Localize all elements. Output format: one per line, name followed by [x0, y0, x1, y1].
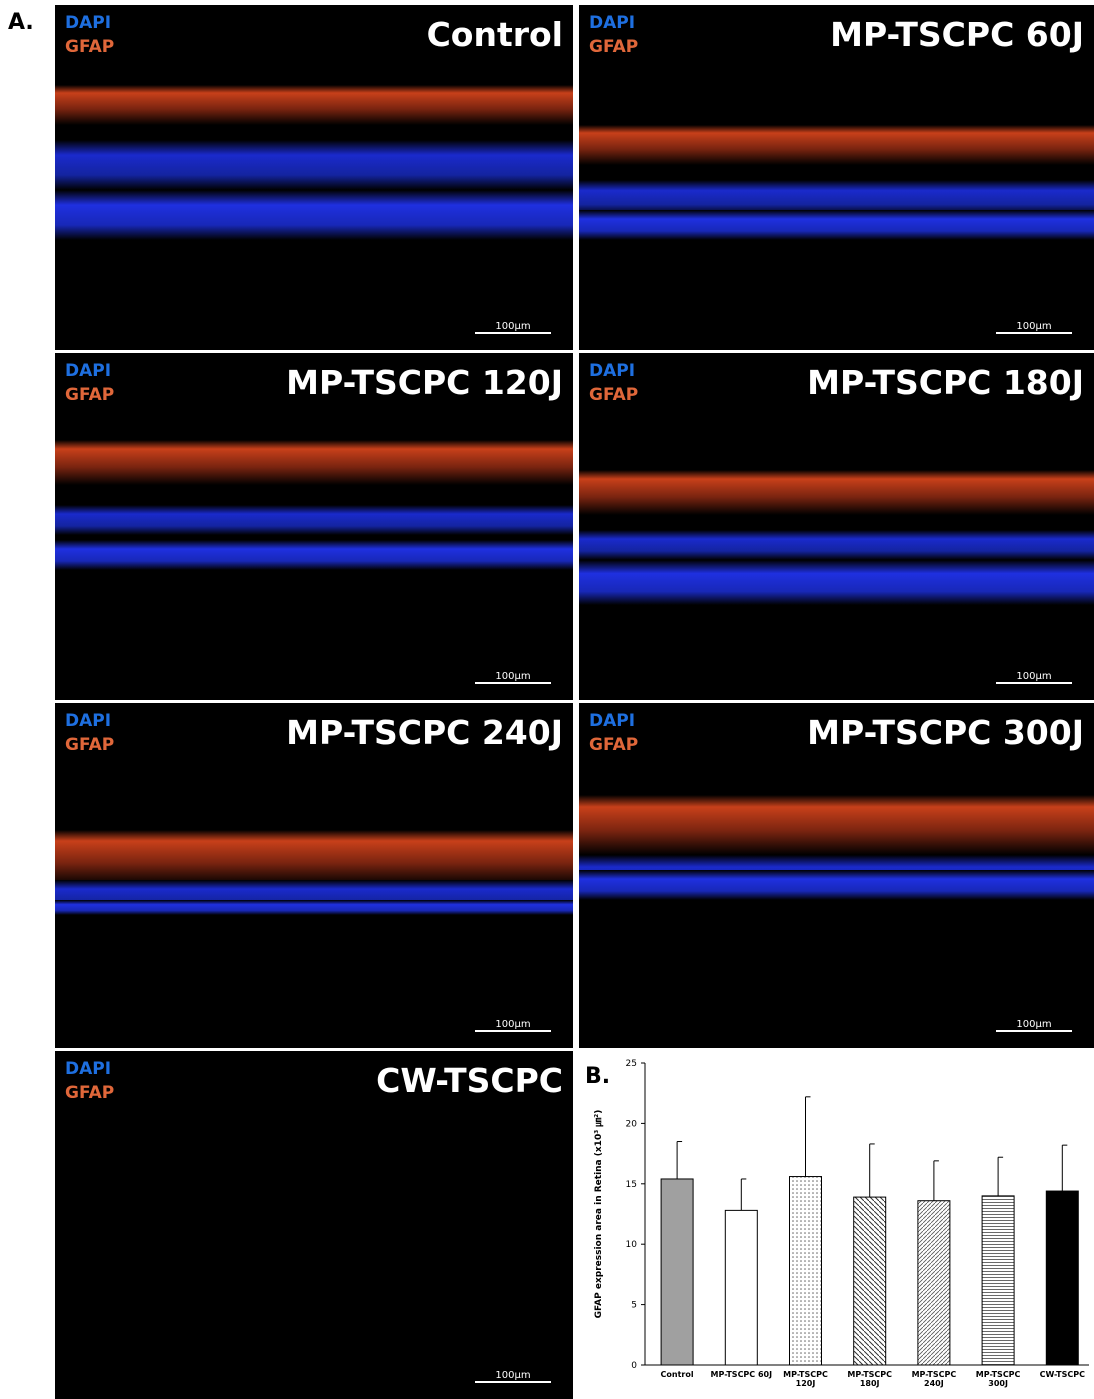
gfap-layer	[579, 795, 1094, 855]
stain-label: GFAP	[65, 735, 115, 755]
gfap-layer	[55, 440, 573, 485]
gfap-layer	[579, 470, 1094, 515]
onl-layer	[55, 900, 573, 915]
panel-title: CW-TSCPC	[376, 1061, 563, 1100]
y-axis-label: GFAP expression area in Retina (x10³ ㎛²)	[594, 1110, 604, 1319]
onl-layer	[579, 560, 1094, 605]
y-tick-label: 10	[626, 1240, 638, 1250]
gfap-layer	[579, 125, 1094, 165]
bar	[1045, 1190, 1079, 1366]
gfap-layer	[55, 830, 573, 885]
panel-title: Control	[426, 15, 563, 54]
scale-bar: 100µm	[996, 321, 1072, 334]
chart-svg: B. 0 5 10 15 20 25 GFAP expression area in Ret…	[585, 1059, 1089, 1371]
x-tick-label: CW-TSCPC	[1039, 1370, 1085, 1379]
x-tick-label: MP-TSCPC 180J	[847, 1370, 893, 1388]
panel-title: MP-TSCPC 120J	[286, 363, 563, 402]
panel-label: A.	[8, 10, 34, 35]
y-tick-label: 25	[626, 1059, 637, 1069]
stain-label: DAPI	[65, 1059, 112, 1079]
scale-bar: 100µm	[475, 1370, 551, 1383]
stain-label: DAPI	[65, 711, 112, 731]
bar	[853, 1196, 887, 1366]
scale-bar: 100µm	[996, 671, 1072, 684]
x-tick-label: Control	[660, 1370, 694, 1379]
scale-bar: 100µm	[475, 1019, 551, 1032]
chart: B. 0 5 10 15 20 25 GFAP expression area in Ret…	[579, 1051, 1094, 1399]
stain-label: GFAP	[65, 37, 115, 57]
scale-bar: 100µm	[475, 671, 551, 684]
bar	[789, 1176, 822, 1366]
bar	[981, 1195, 1015, 1366]
inl-layer	[55, 505, 573, 535]
y-tick-label: 15	[626, 1180, 637, 1190]
panel-label: B.	[585, 1064, 610, 1089]
stain-label: DAPI	[589, 13, 636, 33]
micrograph: DAPI GFAP CW-TSCPC 100µm	[55, 1051, 573, 1399]
x-tick-label: MP-TSCPC 240J	[911, 1370, 957, 1388]
stain-label: GFAP	[589, 735, 639, 755]
x-tick-label: MP-TSCPC 120J	[783, 1370, 828, 1388]
gfap-layer	[55, 85, 573, 125]
micrograph: DAPI GFAP MP-TSCPC 180J 100µm	[579, 353, 1094, 700]
inl-layer	[55, 140, 573, 190]
onl-layer	[55, 190, 573, 240]
bar	[917, 1200, 951, 1366]
onl-layer	[579, 870, 1094, 900]
stain-label: DAPI	[65, 361, 112, 381]
y-tick-label: 5	[631, 1301, 637, 1311]
stain-label: GFAP	[589, 37, 639, 57]
stain-label: GFAP	[65, 385, 115, 405]
micrograph: DAPI GFAP MP-TSCPC 300J 100µm	[579, 703, 1094, 1048]
scale-bar: 100µm	[475, 321, 551, 334]
onl-layer	[579, 210, 1094, 240]
x-tick-label: MP-TSCPC 60J	[710, 1370, 773, 1379]
y-tick-label: 0	[631, 1361, 637, 1371]
bar	[724, 1209, 758, 1366]
micrograph: DAPI GFAP MP-TSCPC 240J 100µm	[55, 703, 573, 1048]
onl-layer	[55, 540, 573, 570]
micrograph: DAPI GFAP Control 100µm	[55, 5, 573, 350]
panel-title: MP-TSCPC 180J	[807, 363, 1084, 402]
panel-title: MP-TSCPC 240J	[286, 713, 563, 752]
scale-bar: 100µm	[996, 1019, 1072, 1032]
inl-layer	[579, 530, 1094, 560]
stain-label: DAPI	[589, 361, 636, 381]
stain-label: DAPI	[65, 13, 112, 33]
panel-title: MP-TSCPC 300J	[807, 713, 1084, 752]
stain-label: GFAP	[589, 385, 639, 405]
bar	[660, 1178, 694, 1366]
micrograph: DAPI GFAP MP-TSCPC 120J 100µm	[55, 353, 573, 700]
y-tick-label: 20	[626, 1119, 638, 1129]
stain-label: GFAP	[65, 1083, 115, 1103]
panel-title: MP-TSCPC 60J	[830, 15, 1084, 54]
micrograph: DAPI GFAP MP-TSCPC 60J 100µm	[579, 5, 1094, 350]
x-tick-label: MP-TSCPC 300J	[975, 1370, 1021, 1388]
inl-layer	[579, 180, 1094, 215]
stain-label: DAPI	[589, 711, 636, 731]
